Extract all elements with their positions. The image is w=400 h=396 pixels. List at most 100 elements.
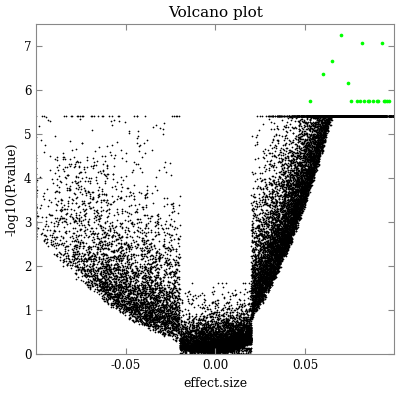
Point <box>248 336 254 343</box>
Point <box>118 195 124 202</box>
Point <box>348 113 354 119</box>
Point <box>247 337 253 344</box>
Point <box>302 119 308 125</box>
Point <box>268 255 274 262</box>
Point <box>258 293 264 299</box>
Point <box>200 328 206 335</box>
Point <box>288 139 295 145</box>
Point <box>290 155 297 161</box>
Point <box>189 333 196 340</box>
Point <box>299 113 305 119</box>
Point <box>240 339 246 345</box>
Point <box>390 113 396 119</box>
Point <box>191 341 198 347</box>
Point <box>209 343 216 350</box>
Point <box>267 273 274 280</box>
Point <box>352 113 358 119</box>
Point <box>286 225 292 232</box>
Point <box>265 286 272 292</box>
Point <box>312 145 318 151</box>
Point <box>354 113 361 119</box>
Point <box>346 113 352 119</box>
Point <box>295 172 301 178</box>
Point <box>326 113 333 119</box>
Point <box>304 150 310 156</box>
Point <box>322 120 328 126</box>
Point <box>130 237 136 243</box>
Point <box>240 339 246 346</box>
Point <box>299 157 305 164</box>
Point <box>274 208 280 214</box>
Point <box>214 333 220 340</box>
Point <box>311 113 318 120</box>
Point <box>266 284 272 291</box>
Point <box>306 143 312 149</box>
Point <box>315 142 322 148</box>
Point <box>142 279 148 285</box>
Point <box>206 334 212 341</box>
Point <box>389 113 395 119</box>
Point <box>197 348 203 354</box>
Point <box>239 317 246 323</box>
Point <box>270 234 276 240</box>
Point <box>184 344 190 350</box>
Point <box>293 216 299 223</box>
Point <box>238 339 244 345</box>
Point <box>225 343 232 350</box>
Point <box>363 113 369 119</box>
Point <box>240 339 247 345</box>
Point <box>242 334 248 340</box>
Point <box>339 113 346 119</box>
Point <box>163 303 169 309</box>
Point <box>102 277 108 283</box>
Point <box>70 242 77 249</box>
Point <box>104 278 110 285</box>
Point <box>230 328 237 334</box>
Point <box>297 117 304 123</box>
Point <box>223 347 229 354</box>
Point <box>268 246 274 252</box>
Point <box>326 113 332 119</box>
Point <box>330 113 336 119</box>
Point <box>210 347 216 354</box>
Point <box>153 272 160 278</box>
Point <box>228 314 235 321</box>
Point <box>313 157 320 164</box>
Point <box>243 346 250 352</box>
Point <box>224 344 230 350</box>
Point <box>326 113 333 119</box>
Point <box>301 190 307 197</box>
Point <box>141 316 148 322</box>
Point <box>144 308 151 315</box>
Point <box>278 231 284 238</box>
Point <box>222 320 228 326</box>
Point <box>94 276 101 282</box>
Point <box>141 290 148 297</box>
Point <box>262 257 268 264</box>
Point <box>179 336 186 342</box>
Point <box>278 241 285 248</box>
Point <box>260 260 266 267</box>
Point <box>356 113 363 119</box>
Point <box>273 154 279 160</box>
Point <box>243 327 250 334</box>
Point <box>304 173 310 179</box>
Point <box>270 240 276 247</box>
Point <box>292 196 299 202</box>
Point <box>294 198 300 204</box>
Point <box>219 319 225 325</box>
Point <box>285 202 292 208</box>
Point <box>387 113 393 119</box>
Point <box>276 228 283 235</box>
Point <box>221 345 227 351</box>
Point <box>231 326 237 333</box>
Point <box>298 171 304 178</box>
Point <box>213 310 219 317</box>
Point <box>180 341 187 347</box>
Point <box>340 113 346 119</box>
Point <box>356 113 362 119</box>
Point <box>322 113 328 119</box>
Point <box>290 220 296 226</box>
Point <box>205 348 211 354</box>
Point <box>315 113 321 119</box>
